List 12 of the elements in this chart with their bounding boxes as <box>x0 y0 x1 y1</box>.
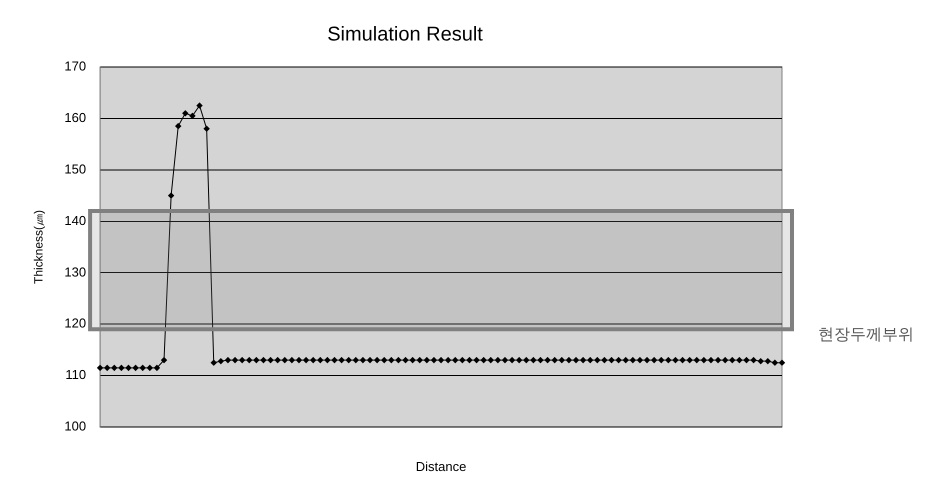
chart-title: Simulation Result <box>327 24 484 46</box>
y-tick-label: 130 <box>64 264 86 280</box>
y-tick-label: 140 <box>64 212 86 228</box>
y-tick-label: 170 <box>64 58 86 74</box>
band-label: 현장두께부위 <box>818 324 914 344</box>
x-axis-title: Distance <box>416 458 466 474</box>
y-axis-title: Thickness(㎛) <box>32 210 46 284</box>
y-tick-label: 110 <box>65 367 86 382</box>
y-tick-label: 150 <box>64 161 86 176</box>
y-tick-label: 120 <box>64 316 86 331</box>
y-tick-label: 160 <box>64 110 86 126</box>
y-tick-label: 100 <box>64 418 86 434</box>
